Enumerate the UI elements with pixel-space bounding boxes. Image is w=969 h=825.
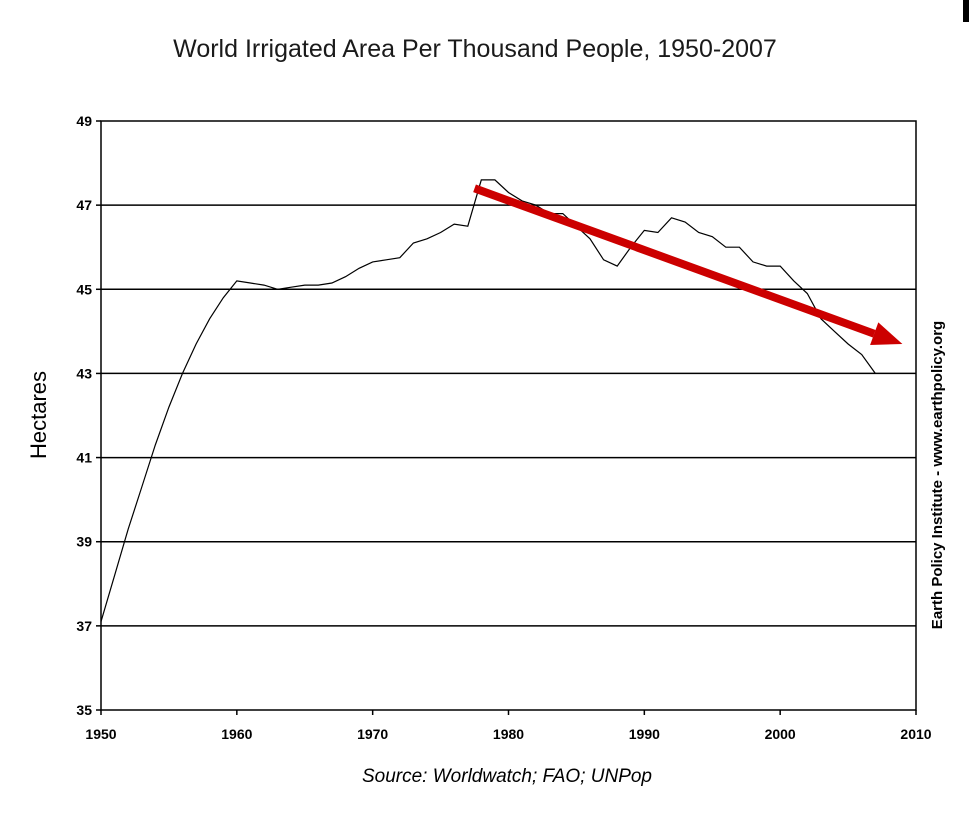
source-note: Source: Worldwatch; FAO; UNPop	[362, 766, 652, 787]
x-tick-label: 2010	[900, 726, 931, 742]
x-axis-ticks: 1950 1960 1970 1980 1990 2000 2010	[85, 710, 932, 742]
x-tick-label: 1960	[221, 726, 252, 742]
y-tick-label: 41	[76, 450, 92, 466]
x-tick-label: 1990	[629, 726, 660, 742]
grid-lines	[101, 204, 916, 627]
x-tick-label: 1970	[357, 726, 388, 742]
y-tick-label: 35	[76, 702, 92, 718]
y-tick-label: 43	[76, 365, 92, 381]
series-group	[100, 179, 876, 622]
x-tick-label: 1950	[85, 726, 116, 742]
series-line	[100, 179, 876, 622]
y-tick-label: 39	[76, 534, 92, 550]
y-axis-label: Hectares	[26, 371, 51, 459]
x-tick-label: 2000	[765, 726, 796, 742]
corner-mark	[963, 0, 969, 22]
y-tick-label: 37	[76, 618, 92, 634]
annotation-group	[473, 184, 903, 345]
y-tick-label: 45	[76, 281, 92, 297]
plot-area	[100, 120, 917, 711]
credit-note: Earth Policy Institute - www.earthpolicy…	[929, 321, 946, 629]
y-tick-label: 49	[76, 113, 92, 129]
y-axis-ticks: 35 37 39 41 43 45 47 49	[76, 113, 101, 718]
y-tick-label: 47	[76, 197, 92, 213]
chart-title: World Irrigated Area Per Thousand People…	[173, 35, 777, 63]
trend-arrow-head	[870, 322, 903, 345]
trend-arrow-shaft	[473, 184, 876, 338]
x-tick-label: 1980	[493, 726, 524, 742]
